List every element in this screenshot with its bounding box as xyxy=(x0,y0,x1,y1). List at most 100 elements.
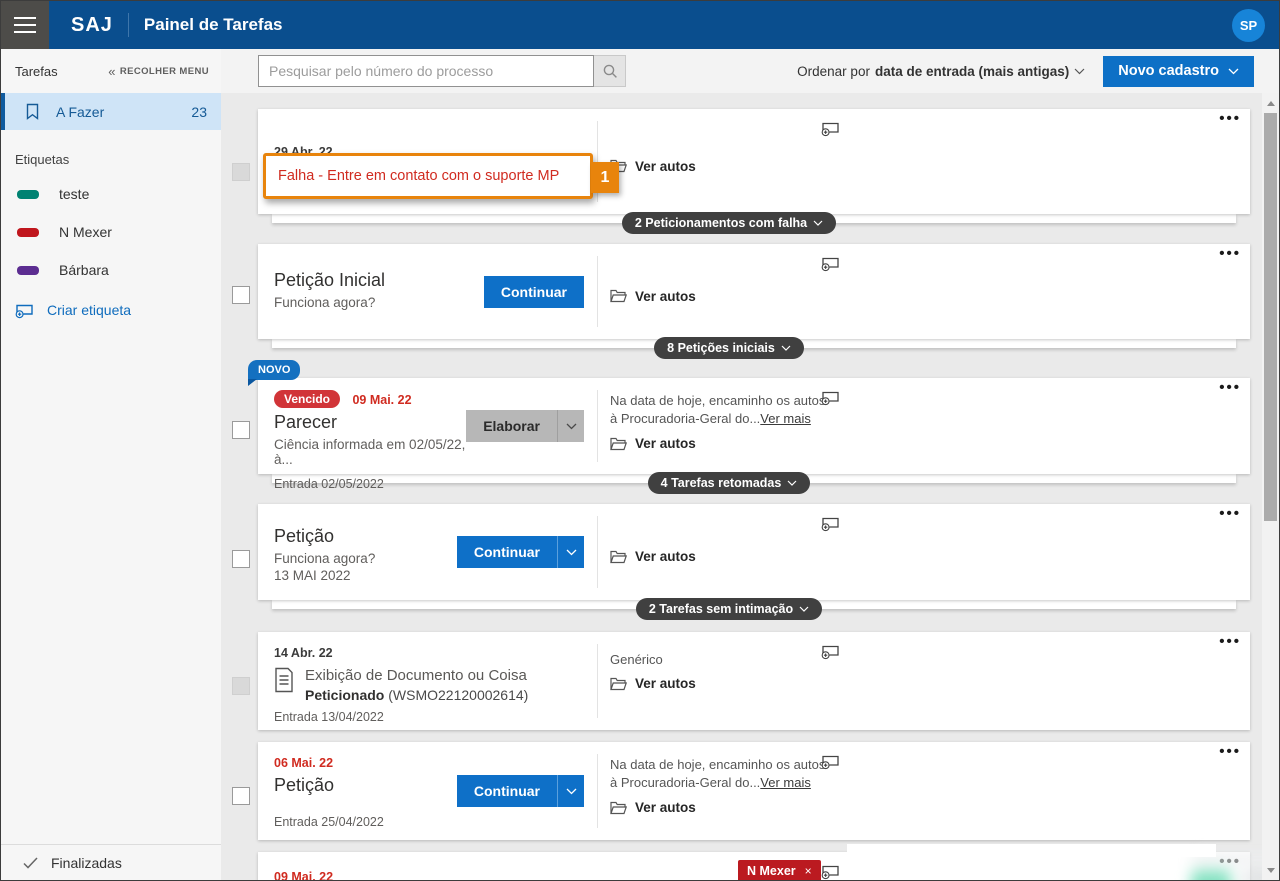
vertical-scrollbar[interactable] xyxy=(1262,93,1279,880)
more-options-button[interactable]: ••• xyxy=(1219,245,1241,262)
add-tag-icon[interactable] xyxy=(821,753,840,770)
group-expander-pill[interactable]: 2 Peticionamentos com falha xyxy=(621,212,837,234)
continuar-button[interactable]: Continuar xyxy=(456,536,557,568)
task-title: Exibição de Documento ou Coisa xyxy=(305,667,527,684)
user-avatar[interactable]: SP xyxy=(1232,8,1265,42)
card-divider xyxy=(597,121,598,202)
create-tag-button[interactable]: Criar etiqueta xyxy=(1,289,221,331)
applied-tag-n-mexer[interactable]: N Mexer × xyxy=(738,860,821,880)
more-options-button[interactable]: ••• xyxy=(1219,743,1241,760)
chevron-down-icon xyxy=(566,788,576,794)
task-card[interactable]: Vencido 09 Mai. 22 Parecer Ciência infor… xyxy=(258,378,1250,491)
ver-autos-link[interactable]: Ver autos xyxy=(610,800,836,815)
triangle-down-icon xyxy=(1266,867,1275,873)
finalizadas-toggle[interactable]: Finalizadas xyxy=(1,844,221,880)
add-tag-icon[interactable] xyxy=(821,515,840,532)
task-card[interactable]: Petição Inicial Funciona agora? Continua… xyxy=(258,244,1250,339)
task-checkbox[interactable] xyxy=(232,787,250,805)
task-status: Peticionado (WSMO22120002614) xyxy=(305,687,529,703)
primary-action[interactable]: Continuar xyxy=(456,775,584,807)
task-row: NOVO Vencido 09 Mai. 22 Parecer Ciência … xyxy=(227,360,1250,494)
task-date: 09 Mai. 22 xyxy=(352,393,412,407)
sidebar-item-a-fazer[interactable]: A Fazer 23 xyxy=(1,93,221,130)
redaction-overlay xyxy=(847,844,1216,857)
toolbar: Ordenar por data de entrada (mais antiga… xyxy=(221,49,1279,93)
search-button[interactable] xyxy=(594,55,626,87)
scroll-down-button[interactable] xyxy=(1262,862,1279,878)
sort-dropdown[interactable]: Ordenar por data de entrada (mais antiga… xyxy=(797,64,1085,79)
ver-mais-link[interactable]: Ver mais xyxy=(760,410,811,426)
top-bar: SAJ Painel de Tarefas SP xyxy=(1,1,1279,49)
sidebar-item-label: A Fazer xyxy=(56,103,105,120)
sidebar-tag-teste[interactable]: teste xyxy=(1,175,221,213)
scrollbar-thumb[interactable] xyxy=(1264,113,1277,521)
task-group: 29 Abr. 22 Falha - Entre em contato com … xyxy=(258,109,1250,234)
task-row: Petição Funciona agora? 13 MAI 2022 Cont… xyxy=(227,504,1250,620)
add-tag-icon[interactable] xyxy=(821,863,840,880)
task-checkbox[interactable] xyxy=(232,421,250,439)
sidebar-tag-barbara[interactable]: Bárbara xyxy=(1,251,221,289)
split-button-chevron[interactable] xyxy=(557,536,584,568)
search-input[interactable] xyxy=(258,55,594,87)
collapse-menu-button[interactable]: «RECOLHER MENU xyxy=(108,63,209,79)
sidebar-tag-n-mexer[interactable]: N Mexer xyxy=(1,213,221,251)
tag-color-chip xyxy=(17,265,39,275)
continuar-button[interactable]: Continuar xyxy=(483,275,584,308)
group-expander-pill[interactable]: 8 Petições iniciais xyxy=(654,337,804,359)
new-record-button[interactable]: Novo cadastro xyxy=(1103,55,1254,87)
task-row: 29 Abr. 22 Falha - Entre em contato com … xyxy=(227,109,1250,234)
new-ribbon-badge: NOVO xyxy=(248,360,301,386)
more-options-button[interactable]: ••• xyxy=(1219,110,1241,127)
add-tag-icon[interactable] xyxy=(821,389,840,406)
task-card[interactable]: 14 Abr. 22 Exibição de Documento ou Cois… xyxy=(258,632,1250,730)
task-checkbox xyxy=(232,163,250,181)
card-divider xyxy=(597,390,598,462)
continuar-button[interactable]: Continuar xyxy=(456,775,557,807)
split-button-chevron[interactable] xyxy=(557,775,584,807)
remove-tag-icon[interactable]: × xyxy=(804,864,812,878)
ver-autos-link[interactable]: Ver autos xyxy=(610,676,836,691)
task-checkbox[interactable] xyxy=(232,550,250,568)
primary-action[interactable]: Continuar xyxy=(456,536,584,568)
add-tag-icon[interactable] xyxy=(821,643,840,660)
ver-autos-link[interactable]: Ver autos xyxy=(610,289,836,304)
ver-autos-link[interactable]: Ver autos xyxy=(610,436,836,451)
task-group: 14 Abr. 22 Exibição de Documento ou Cois… xyxy=(258,632,1250,730)
more-options-button[interactable]: ••• xyxy=(1219,633,1241,650)
tag-color-chip xyxy=(17,227,39,237)
ver-autos-link[interactable]: Ver autos xyxy=(610,549,836,564)
tag-color-chip xyxy=(17,189,39,199)
chevron-down-icon xyxy=(799,606,809,612)
folder-open-icon xyxy=(610,677,627,690)
sidebar: Tarefas «RECOLHER MENU A Fazer 23 Etique… xyxy=(1,49,221,880)
protocol-code: (WSMO22120002614) xyxy=(388,687,529,703)
task-checkbox[interactable] xyxy=(232,286,250,304)
ver-autos-link[interactable]: Ver autos xyxy=(610,159,836,174)
group-expander-pill[interactable]: 2 Tarefas sem intimação xyxy=(635,598,823,620)
task-category: Genérico xyxy=(610,652,663,667)
search-icon xyxy=(603,64,617,78)
elaborar-button[interactable]: Elaborar xyxy=(466,410,557,442)
folder-open-icon xyxy=(610,550,627,563)
ver-mais-link[interactable]: Ver mais xyxy=(760,774,811,790)
task-card[interactable]: 29 Abr. 22 Falha - Entre em contato com … xyxy=(258,109,1250,214)
task-row: 06 Mai. 22 Petição Entrada 25/04/2022 Co… xyxy=(227,742,1250,840)
add-tag-icon[interactable] xyxy=(821,255,840,272)
more-options-button[interactable]: ••• xyxy=(1219,379,1241,396)
more-options-button[interactable]: ••• xyxy=(1219,505,1241,522)
hamburger-menu-button[interactable] xyxy=(1,1,49,49)
add-tag-icon[interactable] xyxy=(821,120,840,137)
error-message: Falha - Entre em contato com o suporte M… xyxy=(278,168,560,184)
scroll-up-button[interactable] xyxy=(1262,95,1279,111)
task-title: Petição Inicial xyxy=(274,270,386,290)
bookmark-icon xyxy=(26,103,39,120)
split-button-chevron[interactable] xyxy=(557,410,584,442)
task-card[interactable]: 06 Mai. 22 Petição Entrada 25/04/2022 Co… xyxy=(258,742,1250,840)
task-card[interactable]: Petição Funciona agora? 13 MAI 2022 Cont… xyxy=(258,504,1250,600)
primary-action[interactable]: Continuar xyxy=(483,275,584,308)
task-note: Na data de hoje, encaminho os autos à Pr… xyxy=(610,757,826,790)
primary-action[interactable]: Elaborar xyxy=(466,410,584,442)
group-expander-pill[interactable]: 4 Tarefas retomadas xyxy=(647,472,811,494)
task-date-secondary: 13 MAI 2022 xyxy=(274,568,351,583)
